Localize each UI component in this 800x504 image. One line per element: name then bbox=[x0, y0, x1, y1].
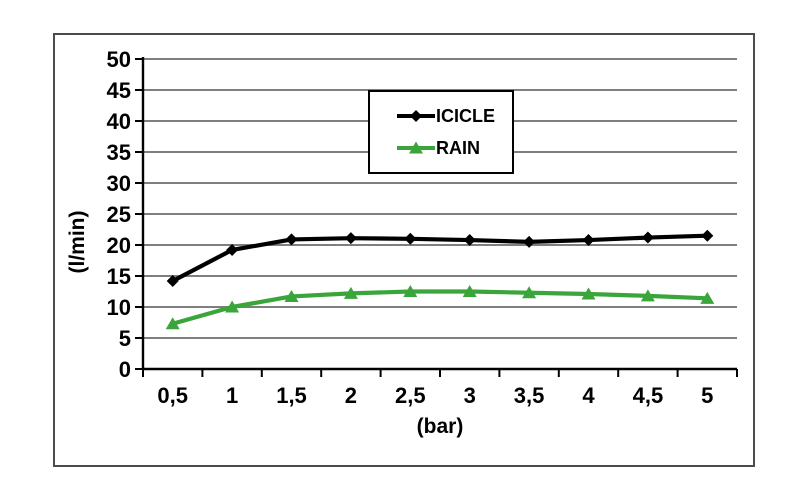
rain-point bbox=[343, 286, 358, 299]
rain-point bbox=[462, 285, 477, 297]
x-tick-label: 2 bbox=[345, 383, 357, 408]
y-tick-label: 40 bbox=[107, 109, 131, 134]
legend-label-icicle: ICICLE bbox=[436, 105, 496, 126]
icicle-point bbox=[463, 234, 476, 247]
axes bbox=[135, 57, 738, 377]
icicle-point bbox=[285, 233, 298, 246]
y-tick-label: 15 bbox=[107, 264, 131, 289]
icicle-point bbox=[523, 235, 536, 248]
x-tick-label: 2,5 bbox=[395, 383, 426, 408]
x-tick-label: 3,5 bbox=[514, 383, 545, 408]
icicle-point bbox=[344, 232, 357, 245]
legend-entry-icicle: ICICLE bbox=[396, 107, 512, 125]
icicle-point bbox=[582, 234, 595, 247]
icicle-line bbox=[170, 233, 710, 284]
rain-point bbox=[522, 286, 537, 299]
rain-point bbox=[640, 289, 655, 302]
data-series bbox=[165, 229, 715, 330]
rain-point bbox=[403, 285, 418, 297]
legend-entry-rain: RAIN bbox=[396, 139, 512, 157]
icicle-legend-glyph bbox=[410, 109, 422, 122]
y-tick-label: 30 bbox=[107, 171, 131, 196]
icicle-point bbox=[641, 231, 654, 244]
icicle-diamond-marker-icon bbox=[397, 109, 435, 122]
x-tick-label: 1,5 bbox=[276, 383, 307, 408]
x-tick-label: 4,5 bbox=[633, 383, 664, 408]
rain-point bbox=[581, 287, 596, 300]
icicle-point bbox=[226, 243, 239, 256]
x-tick-label: 1 bbox=[226, 383, 238, 408]
icicle-point bbox=[701, 229, 714, 242]
icicle-point bbox=[166, 274, 179, 287]
legend: ICICLE RAIN bbox=[368, 90, 514, 174]
icicle-point bbox=[404, 232, 417, 245]
rain-legend-glyph bbox=[409, 141, 423, 154]
y-tick-label: 45 bbox=[107, 78, 131, 103]
rain-point bbox=[165, 317, 180, 330]
y-tick-label: 10 bbox=[107, 295, 131, 320]
y-tick-label: 35 bbox=[107, 140, 131, 165]
x-tick-label: 0,5 bbox=[157, 383, 188, 408]
y-axis-title: (l/min) bbox=[66, 211, 89, 274]
y-tick-label: 50 bbox=[107, 47, 131, 72]
rain-point bbox=[284, 289, 299, 302]
rain-line bbox=[170, 289, 710, 326]
tick-labels: 0 5 10 15 20 25 30 35 40 45 50 0,5 1 1,5 2 2,5 3 3,5 4 4,5 5 bbox=[107, 47, 714, 408]
y-tick-label: 0 bbox=[119, 357, 131, 382]
legend-label-rain: RAIN bbox=[436, 138, 480, 159]
y-tick-label: 20 bbox=[107, 233, 131, 258]
x-tick-label: 5 bbox=[701, 383, 713, 408]
rain-point bbox=[700, 291, 715, 304]
x-tick-label: 3 bbox=[464, 383, 476, 408]
y-tick-label: 25 bbox=[107, 202, 131, 227]
rain-triangle-marker-icon bbox=[397, 141, 435, 154]
x-axis-title: (bar) bbox=[417, 415, 464, 438]
x-tick-label: 4 bbox=[582, 383, 595, 408]
y-tick-label: 5 bbox=[119, 326, 131, 351]
rain-point bbox=[225, 300, 240, 313]
